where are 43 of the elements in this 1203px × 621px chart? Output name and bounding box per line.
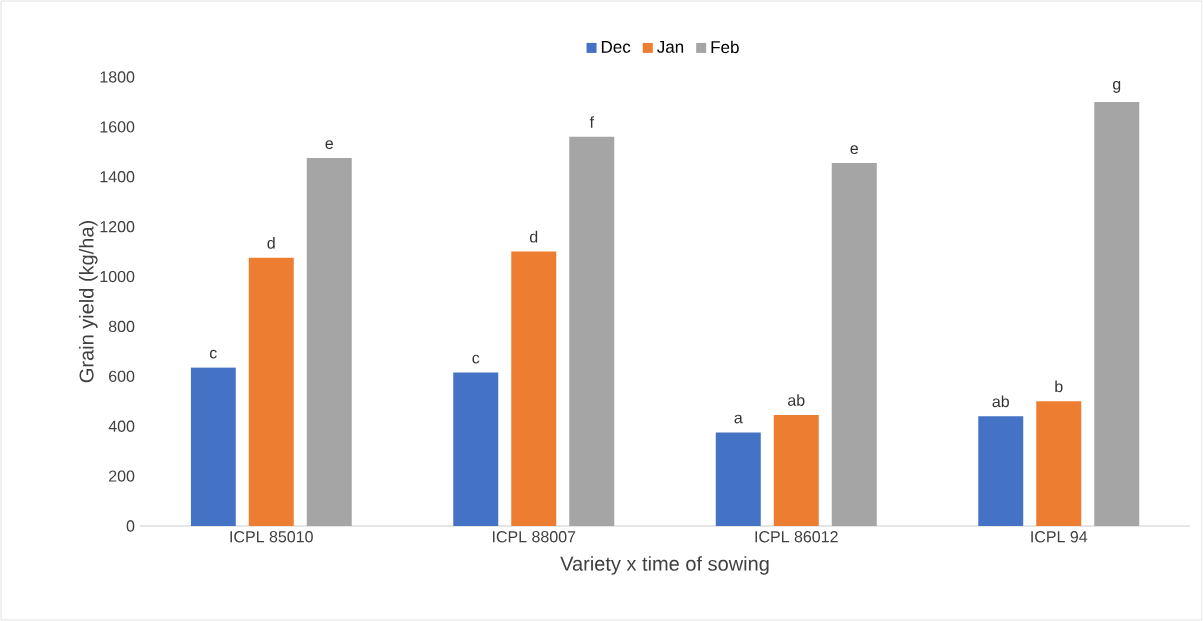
- bar: [831, 163, 877, 526]
- x-axis-title: Variety x time of sowing: [560, 556, 769, 575]
- data-label: e: [325, 140, 333, 149]
- y-tick-label: 800: [108, 320, 135, 333]
- y-tick-label: 1200: [100, 221, 135, 233]
- bar: [1094, 101, 1140, 526]
- x-tick-label: ICPL 85010: [230, 531, 313, 543]
- y-tick-label: 1800: [100, 71, 135, 83]
- y-tick-label: 400: [108, 420, 135, 432]
- bar: [569, 136, 615, 526]
- y-tick-label: 200: [109, 470, 135, 482]
- legend-label: Dec: [601, 41, 631, 53]
- data-label: d: [529, 230, 538, 243]
- x-tick-label: ICPL 86012: [755, 531, 838, 543]
- y-axis-title: Grain yield (kg/ha): [78, 221, 98, 383]
- bar: [1036, 401, 1082, 526]
- legend-label: Feb: [711, 40, 739, 54]
- legend-label: Jan: [657, 41, 684, 53]
- bar: [306, 158, 352, 526]
- y-tick-label: 0: [126, 520, 135, 532]
- bar: [190, 367, 236, 526]
- data-label: f: [589, 116, 594, 128]
- y-tick-label: 1600: [100, 121, 135, 133]
- x-tick-label: ICPL 88007: [492, 531, 576, 543]
- bar: [511, 251, 557, 526]
- data-label: e: [850, 145, 858, 154]
- data-label: c: [472, 354, 480, 364]
- data-label: g: [1112, 80, 1121, 93]
- y-tick-label: 1400: [100, 171, 135, 183]
- bar: [773, 415, 819, 526]
- data-label: c: [209, 349, 217, 359]
- x-tick-label: ICPL 94: [1031, 531, 1088, 543]
- y-tick-label: 600: [109, 370, 135, 382]
- data-label: a: [734, 414, 743, 424]
- bar: [453, 372, 499, 526]
- bar: [978, 416, 1024, 526]
- data-label: b: [1055, 380, 1063, 393]
- data-label: ab: [788, 394, 805, 406]
- data-label: ab: [992, 395, 1009, 408]
- data-label: d: [267, 237, 275, 249]
- bar: [248, 257, 294, 526]
- y-tick-label: 1000: [100, 270, 135, 283]
- bar: [715, 432, 761, 526]
